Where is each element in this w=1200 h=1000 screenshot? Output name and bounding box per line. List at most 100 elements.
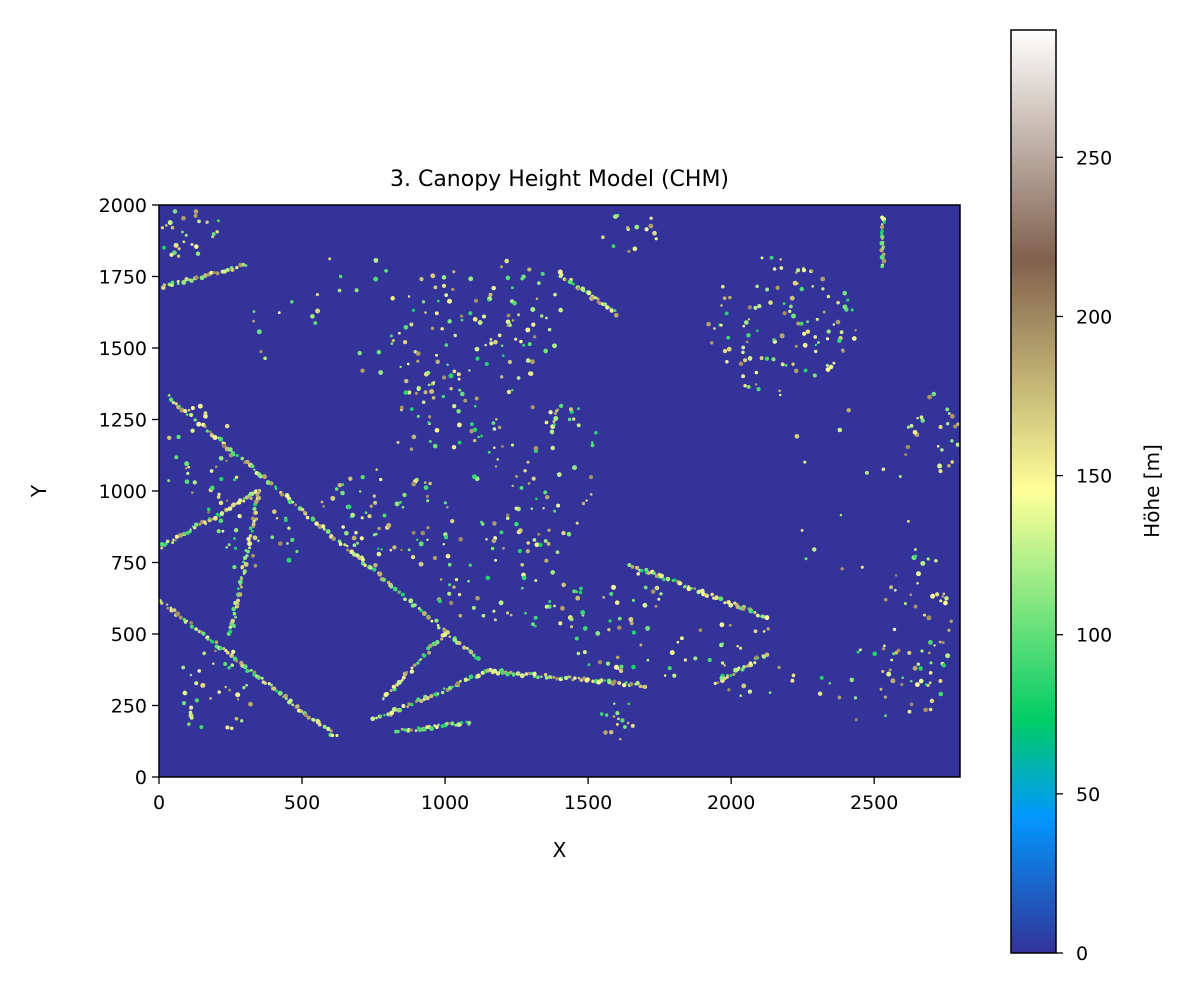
tree-point <box>946 422 950 426</box>
tree-point <box>257 539 260 543</box>
tree-point <box>418 561 424 567</box>
tree-point <box>552 420 556 424</box>
tree-point <box>473 298 479 303</box>
tree-point <box>837 695 842 700</box>
tree-point <box>247 669 251 673</box>
tree-point <box>416 697 421 702</box>
tree-point <box>295 549 299 554</box>
tree-point <box>689 586 693 590</box>
tree-point <box>227 543 231 547</box>
tree-point <box>760 256 764 260</box>
tree-point <box>201 631 206 636</box>
tree-point <box>912 429 918 435</box>
x-tick-label: 500 <box>284 792 320 814</box>
tree-point <box>277 311 281 315</box>
tree-point <box>531 476 536 481</box>
tree-point <box>794 433 800 439</box>
tree-point <box>537 532 541 536</box>
tree-point <box>652 230 657 236</box>
tree-point <box>941 663 946 668</box>
tree-point <box>943 600 948 606</box>
tree-point <box>220 511 224 515</box>
tree-point <box>881 669 885 673</box>
tree-point <box>802 331 807 336</box>
colorbar-tick-label: 150 <box>1076 466 1112 488</box>
tree-point <box>357 350 362 356</box>
tree-point <box>630 723 635 728</box>
tree-point <box>837 338 842 344</box>
tree-point <box>905 444 911 450</box>
tree-point <box>372 567 377 572</box>
y-axis-label: Y <box>27 484 51 498</box>
tree-point <box>883 695 888 699</box>
tree-point <box>493 618 497 622</box>
tree-point <box>491 421 496 425</box>
tree-point <box>579 586 583 591</box>
tree-point <box>423 485 429 490</box>
tree-point <box>658 573 664 579</box>
tree-point <box>532 538 537 542</box>
tree-point <box>304 513 307 516</box>
tree-point <box>234 475 239 479</box>
tree-point <box>613 312 619 318</box>
tree-point <box>524 611 527 615</box>
tree-point <box>277 690 283 696</box>
tree-point <box>552 675 556 680</box>
tree-point <box>443 501 447 505</box>
tree-point <box>212 271 216 274</box>
tree-point <box>426 538 429 542</box>
tree-point <box>485 575 491 581</box>
tree-point <box>556 408 560 411</box>
tree-point <box>160 601 164 605</box>
tree-point <box>486 669 489 673</box>
tree-point <box>619 664 624 669</box>
tree-point <box>460 721 464 725</box>
tree-point <box>458 593 462 597</box>
tree-point <box>228 625 233 630</box>
tree-point <box>514 337 518 341</box>
tree-point <box>314 521 319 526</box>
tree-point <box>210 640 215 644</box>
tree-point <box>615 711 620 716</box>
tree-point <box>345 544 349 548</box>
tree-point <box>507 321 511 325</box>
tree-point <box>714 595 719 601</box>
tree-point <box>858 648 862 652</box>
tree-point <box>947 463 951 468</box>
tree-point <box>248 534 253 538</box>
tree-point <box>747 318 751 321</box>
tree-point <box>206 637 210 641</box>
tree-point <box>408 598 414 604</box>
tree-point <box>452 270 456 274</box>
tree-point <box>759 356 764 361</box>
tree-point <box>328 257 332 261</box>
tree-point <box>728 602 734 608</box>
tree-point <box>753 629 758 634</box>
tree-point <box>428 439 432 443</box>
tree-point <box>421 300 426 304</box>
tree-point <box>680 636 684 641</box>
tree-point <box>186 471 190 476</box>
tree-point <box>429 389 435 394</box>
tree-point <box>920 649 924 653</box>
tree-point <box>930 593 936 599</box>
tree-point <box>771 357 776 362</box>
tree-point <box>263 356 267 361</box>
tree-point <box>441 283 447 288</box>
tree-point <box>879 687 883 691</box>
tree-point <box>561 530 566 536</box>
tree-point <box>531 322 536 327</box>
tree-point <box>415 351 421 356</box>
tree-point <box>603 302 608 307</box>
tree-point <box>370 716 376 722</box>
x-tick-label: 2000 <box>707 792 755 814</box>
tree-point <box>603 679 607 682</box>
tree-point <box>739 694 742 697</box>
tree-point <box>646 571 651 575</box>
tree-point <box>360 368 365 373</box>
tree-point <box>235 659 239 663</box>
tree-point <box>398 331 401 335</box>
tree-point <box>927 651 931 655</box>
tree-point <box>253 563 258 568</box>
tree-point <box>262 474 268 480</box>
